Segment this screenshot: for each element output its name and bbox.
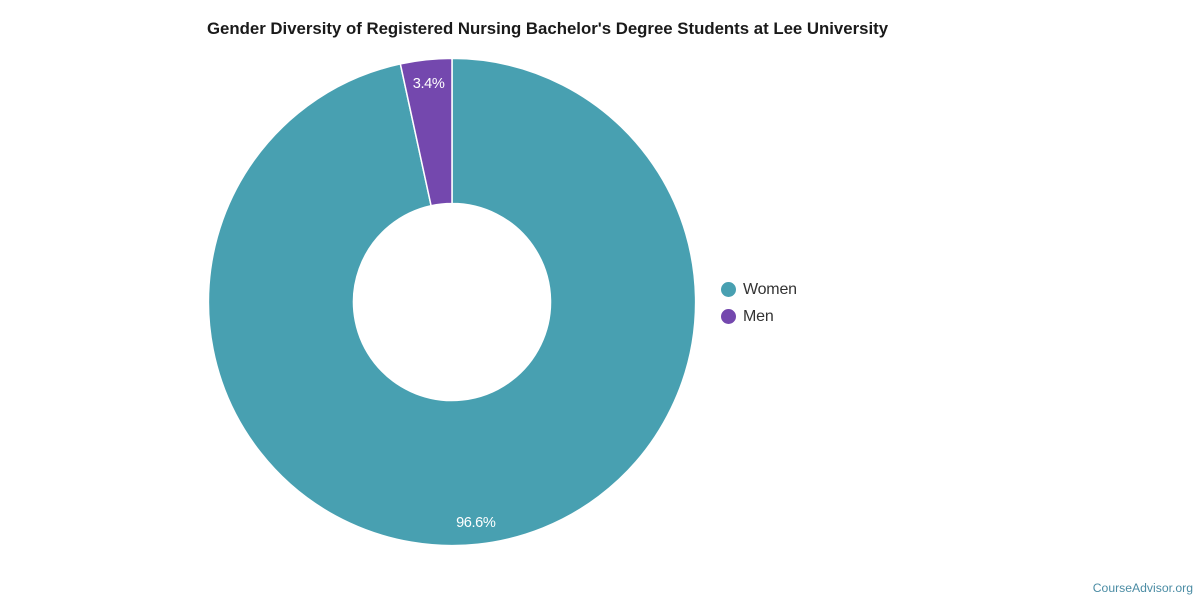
svg-text:3.4%: 3.4%	[413, 76, 445, 92]
svg-text:96.6%: 96.6%	[456, 515, 496, 531]
